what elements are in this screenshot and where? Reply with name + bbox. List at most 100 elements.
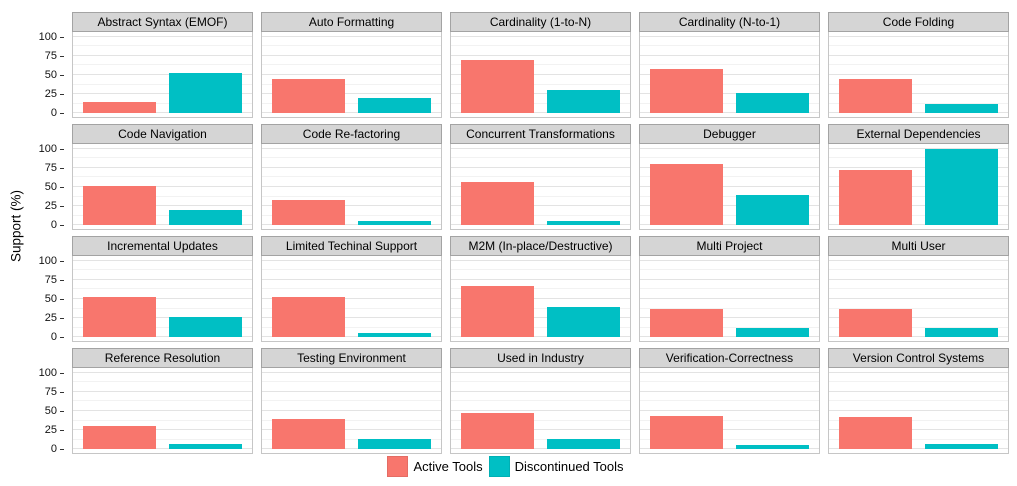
facet-panel-abstract-syntax-emof: Abstract Syntax (EMOF) xyxy=(72,12,253,118)
gridline-minor xyxy=(451,195,630,197)
gridline-major xyxy=(73,336,252,338)
gridline-major xyxy=(262,224,441,226)
gridline-major xyxy=(73,166,252,168)
facet-title: Verification-Correctness xyxy=(639,348,820,368)
gridline-minor xyxy=(640,400,819,402)
bar-discontinued-tools xyxy=(357,220,432,226)
gridline-minor xyxy=(640,64,819,66)
y-tick-label: 25 xyxy=(44,312,57,325)
gridline-minor xyxy=(73,326,252,328)
bar-discontinued-tools xyxy=(168,317,243,338)
facet-panel-verification-correctness: Verification-Correctness xyxy=(639,348,820,454)
gridline-major xyxy=(73,410,252,411)
gridline-major xyxy=(73,448,252,450)
y-tick-mark xyxy=(60,113,64,115)
bar-discontinued-tools xyxy=(924,328,999,338)
bar-active-tools xyxy=(838,417,913,450)
facet-title: Testing Environment xyxy=(261,348,442,368)
gridline-major xyxy=(262,147,441,149)
gridline-major xyxy=(262,54,441,56)
plot-area xyxy=(639,32,820,118)
gridline-minor xyxy=(640,83,819,85)
facet-panel-m2m-in-place-destructive: M2M (In-place/Destructive) xyxy=(450,236,631,342)
bar-discontinued-tools xyxy=(735,444,810,450)
facet-panel-used-in-industry: Used in Industry xyxy=(450,348,631,454)
bar-discontinued-tools xyxy=(735,328,810,338)
facet-title: Abstract Syntax (EMOF) xyxy=(72,12,253,32)
facet-panel-multi-user: Multi User xyxy=(828,236,1009,342)
gridline-minor xyxy=(640,419,819,421)
legend-item-active-tools: Active Tools xyxy=(387,455,488,477)
gridline-minor xyxy=(640,157,819,159)
gridline-major xyxy=(829,166,1008,168)
legend-swatch-discontinued-tools xyxy=(488,455,510,477)
gridline-major xyxy=(262,371,441,373)
y-tick-label: 0 xyxy=(50,107,57,120)
bar-discontinued-tools xyxy=(546,89,621,114)
gridline-minor xyxy=(451,45,630,47)
gridline-minor xyxy=(829,438,1008,440)
plot-area xyxy=(261,144,442,230)
facet-panel-code-navigation: Code Navigation xyxy=(72,124,253,230)
y-tick-label: 100 xyxy=(38,366,57,379)
plot-area xyxy=(450,32,631,118)
gridline-major xyxy=(829,205,1008,207)
bar-active-tools xyxy=(271,418,346,450)
facet-title: Code Re-factoring xyxy=(261,124,442,144)
gridline-minor xyxy=(73,157,252,159)
gridline-major xyxy=(829,147,1008,149)
facet-row: 0 25 50 75 100 Reference Resolution Testing En… xyxy=(22,348,1009,456)
gridline-major xyxy=(640,317,819,319)
y-tick-mark xyxy=(60,391,64,393)
facet-title: Multi User xyxy=(828,236,1009,256)
y-tick-label: 100 xyxy=(38,30,57,43)
gridline-major xyxy=(829,186,1008,187)
bar-discontinued-tools xyxy=(357,97,432,114)
gridline-minor xyxy=(451,381,630,383)
gridline-major xyxy=(640,429,819,431)
gridline-major xyxy=(640,224,819,226)
gridline-major xyxy=(451,278,630,280)
bar-active-tools xyxy=(82,426,157,450)
gridline-minor xyxy=(262,400,441,402)
legend: Active Tools Discontinued Tools xyxy=(0,451,1017,481)
gridline-major xyxy=(829,93,1008,95)
gridline-minor xyxy=(451,400,630,402)
facet-title: Auto Formatting xyxy=(261,12,442,32)
gridline-major xyxy=(829,259,1008,261)
gridline-major xyxy=(73,390,252,392)
gridline-major xyxy=(640,35,819,37)
bar-discontinued-tools xyxy=(168,209,243,226)
y-tick-label: 75 xyxy=(44,49,57,62)
facet-title: Debugger xyxy=(639,124,820,144)
gridline-major xyxy=(640,371,819,373)
facet-title: Multi Project xyxy=(639,236,820,256)
facet-title: Code Navigation xyxy=(72,124,253,144)
bar-discontinued-tools xyxy=(924,443,999,450)
plot-area xyxy=(828,368,1009,454)
gridline-major xyxy=(829,448,1008,450)
gridline-minor xyxy=(640,307,819,309)
gridline-minor xyxy=(451,157,630,159)
bar-discontinued-tools xyxy=(168,72,243,114)
bar-active-tools xyxy=(838,308,913,338)
gridline-minor xyxy=(829,269,1008,271)
gridline-major xyxy=(829,371,1008,373)
gridline-minor xyxy=(262,269,441,271)
gridline-minor xyxy=(262,64,441,66)
y-tick-label: 100 xyxy=(38,142,57,155)
gridline-major xyxy=(451,54,630,56)
gridline-minor xyxy=(640,214,819,216)
gridline-major xyxy=(73,186,252,187)
bar-discontinued-tools xyxy=(546,220,621,226)
legend-swatch-active-tools xyxy=(387,455,409,477)
plot-area xyxy=(828,256,1009,342)
gridline-major xyxy=(262,298,441,299)
y-tick-mark xyxy=(60,430,64,432)
legend-label: Discontinued Tools xyxy=(514,458,624,474)
y-tick-label: 0 xyxy=(50,443,57,456)
gridline-major xyxy=(640,93,819,95)
plot-area xyxy=(261,368,442,454)
gridline-major xyxy=(640,278,819,280)
gridline-major xyxy=(73,429,252,431)
